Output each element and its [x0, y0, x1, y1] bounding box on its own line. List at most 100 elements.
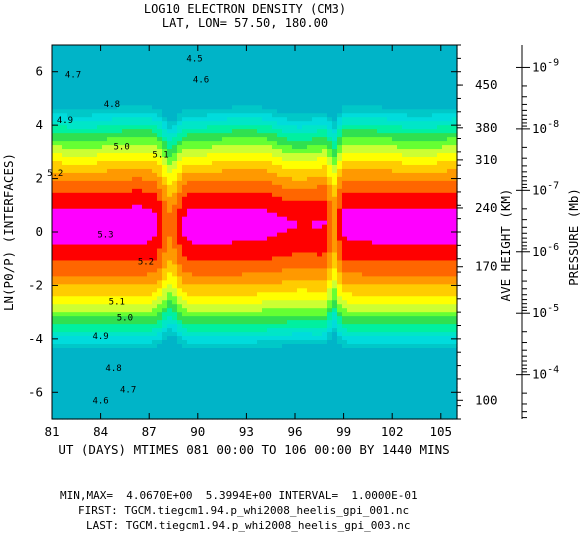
heatmap-cell — [287, 176, 293, 181]
heatmap-cell — [242, 267, 248, 273]
heatmap-cell — [262, 196, 268, 201]
heatmap-cell — [202, 80, 208, 86]
heatmap-cell — [267, 307, 273, 313]
heatmap-cell — [287, 188, 293, 193]
heatmap-cell — [252, 100, 258, 106]
heatmap-cell — [312, 120, 318, 126]
heatmap-cell — [97, 399, 103, 404]
heatmap-cell — [267, 168, 273, 173]
heatmap-cell — [302, 188, 308, 193]
heatmap-cell — [232, 343, 238, 348]
heatmap-cell — [217, 232, 223, 237]
heatmap-cell — [142, 379, 148, 384]
heatmap-cell — [57, 64, 63, 70]
heatmap-cell — [52, 283, 58, 289]
heatmap-cell — [122, 255, 128, 261]
heatmap-cell — [262, 116, 268, 122]
heatmap-cell — [222, 200, 228, 205]
heatmap-cell — [202, 251, 208, 257]
heatmap-cell — [142, 84, 148, 90]
heatmap-cell — [252, 399, 258, 404]
heatmap-cell — [202, 112, 208, 118]
heatmap-cell — [212, 180, 218, 185]
heatmap-cell — [202, 184, 208, 189]
heatmap-cell — [312, 279, 318, 285]
heatmap-cell — [192, 403, 198, 408]
heatmap-cell — [282, 279, 288, 285]
heatmap-cell — [312, 323, 318, 329]
heatmap-cell — [142, 335, 148, 341]
heatmap-cell — [302, 152, 308, 158]
heatmap-cell — [222, 140, 228, 146]
heatmap-cell — [107, 295, 113, 301]
heatmap-cell — [262, 84, 268, 90]
heatmap-cell — [207, 259, 213, 265]
heatmap-cell — [52, 92, 58, 98]
heatmap-cell — [152, 144, 158, 150]
heatmap-cell — [127, 363, 133, 368]
heatmap-cell — [292, 239, 298, 245]
heatmap-cell — [227, 160, 233, 165]
heatmap-cell — [292, 407, 298, 412]
heatmap-cell — [267, 403, 273, 408]
heatmap-cell — [137, 80, 143, 86]
heatmap-cell — [292, 403, 298, 408]
heatmap-cell — [52, 367, 58, 372]
heatmap-cell — [157, 319, 163, 325]
heatmap-cell — [187, 355, 193, 360]
heatmap-cell — [197, 132, 203, 138]
heatmap-cell — [252, 160, 258, 165]
heatmap-cell — [242, 160, 248, 165]
heatmap-cell — [282, 224, 288, 229]
heatmap-cell — [152, 92, 158, 98]
heatmap-cell — [247, 235, 253, 241]
heatmap-cell — [92, 331, 98, 337]
heatmap-cell — [182, 92, 188, 98]
heatmap-cell — [272, 359, 278, 364]
heatmap-cell — [207, 327, 213, 333]
heatmap-cell — [282, 144, 288, 150]
heatmap-cell — [222, 295, 228, 301]
heatmap-cell — [77, 279, 83, 285]
heatmap-cell — [82, 80, 88, 86]
heatmap-cell — [97, 259, 103, 265]
heatmap-cell — [62, 315, 68, 321]
heatmap-cell — [132, 48, 138, 54]
heatmap-cell — [167, 188, 173, 193]
heatmap-cell — [157, 60, 163, 66]
heatmap-cell — [107, 188, 113, 193]
heatmap-cell — [137, 331, 143, 337]
heatmap-cell — [97, 92, 103, 98]
heatmap-cell — [127, 287, 133, 293]
heatmap-cell — [147, 363, 153, 368]
heatmap-cell — [52, 212, 58, 217]
heatmap-cell — [87, 144, 93, 150]
heatmap-cell — [277, 48, 283, 54]
heatmap-cell — [292, 52, 298, 58]
heatmap-cell — [237, 303, 243, 309]
heatmap-cell — [152, 355, 158, 360]
heatmap-cell — [172, 411, 178, 416]
heatmap-cell — [202, 331, 208, 337]
heatmap-cell — [77, 251, 83, 257]
heatmap-cell — [117, 371, 123, 376]
heatmap-cell — [302, 224, 308, 229]
heatmap-cell — [77, 156, 83, 161]
heatmap-cell — [297, 152, 303, 158]
heatmap-cell — [252, 196, 258, 201]
heatmap-cell — [127, 144, 133, 150]
heatmap-cell — [237, 271, 243, 277]
heatmap-cell — [117, 92, 123, 98]
heatmap-cell — [177, 172, 183, 177]
heatmap-cell — [227, 271, 233, 277]
heatmap-cell — [147, 84, 153, 90]
heatmap-cell — [302, 60, 308, 66]
heatmap-cell — [307, 45, 313, 50]
heatmap-cell — [287, 104, 293, 110]
heatmap-cell — [287, 232, 293, 237]
heatmap-cell — [252, 311, 258, 317]
heatmap-cell — [282, 156, 288, 161]
heatmap-cell — [87, 319, 93, 325]
heatmap-cell — [62, 188, 68, 193]
heatmap-cell — [77, 88, 83, 94]
